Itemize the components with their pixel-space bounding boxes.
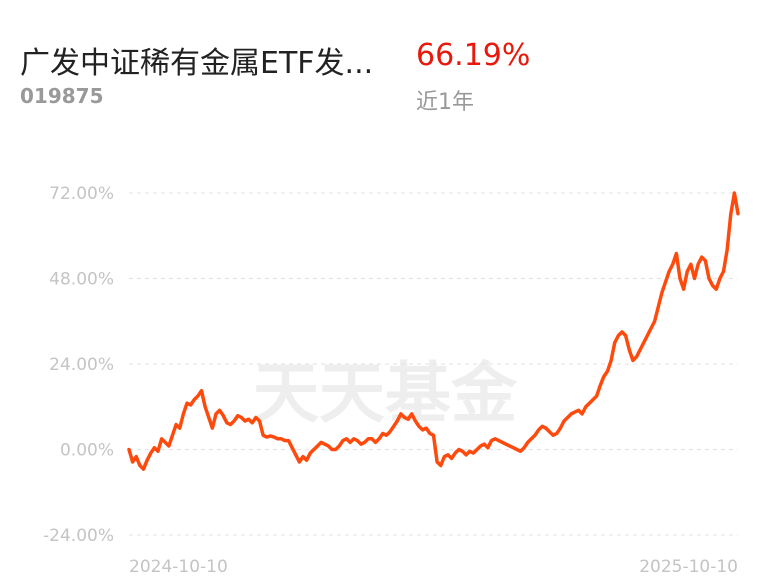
x-tick-label: 2025-10-10 (639, 557, 738, 577)
x-tick-label: 2024-10-10 (129, 557, 228, 577)
y-tick-label: 48.00% (49, 270, 114, 290)
grid (129, 192, 738, 536)
y-tick-label: 72.00% (49, 184, 114, 204)
watermark: 天天基金 (253, 354, 518, 432)
y-axis: 72.00% 48.00% 24.00% 0.00% -24.00% (43, 184, 114, 546)
return-period: 近1年 (416, 90, 474, 115)
series-line (127, 191, 740, 471)
return-value: 66.19% (416, 38, 531, 73)
y-tick-label: 24.00% (49, 355, 114, 375)
x-axis: 2024-10-10 2025-10-10 (129, 557, 738, 577)
fund-code: 019875 (20, 84, 104, 108)
y-tick-label: -24.00% (43, 526, 114, 546)
fund-name: 广发中证稀有金属ETF发... (20, 46, 374, 81)
y-tick-label: 0.00% (60, 441, 114, 461)
series-layer (127, 191, 740, 471)
